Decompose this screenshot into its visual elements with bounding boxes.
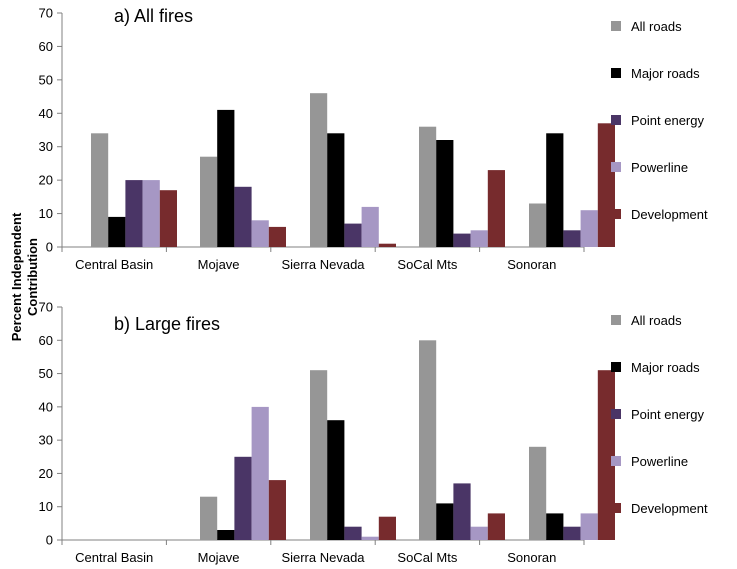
chart-panel-all-fires: a) All fires 0 10 20 30 40 50 60 70 Central Basi…: [39, 6, 708, 273]
bar: [327, 133, 345, 247]
bar: [217, 530, 235, 540]
bar: [436, 140, 454, 247]
y-tick-label: 30: [39, 139, 53, 154]
x-tick-label: Sonoran: [507, 550, 556, 565]
chart-title: b) Large fires: [114, 314, 220, 334]
legend-label: Major roads: [631, 360, 700, 375]
bar: [310, 370, 328, 540]
bar: [344, 223, 362, 247]
bar: [546, 513, 564, 540]
bar: [470, 230, 488, 247]
bar: [580, 513, 598, 540]
bar: [563, 526, 581, 540]
bar: [436, 503, 454, 540]
bar: [597, 123, 615, 247]
bar: [159, 190, 177, 247]
bar: [200, 156, 218, 247]
bar: [200, 496, 218, 540]
bar: [563, 230, 581, 247]
legend-label: Major roads: [631, 66, 700, 81]
y-tick-label: 60: [39, 39, 53, 54]
legend-label: All roads: [631, 313, 682, 328]
bar: [597, 370, 615, 540]
bar: [487, 513, 505, 540]
x-tick-label: Central Basin: [75, 257, 153, 272]
bar: [546, 133, 564, 247]
bar: [529, 203, 547, 247]
bar: [310, 93, 328, 247]
bar: [268, 480, 286, 540]
legend-label: Point energy: [631, 113, 704, 128]
y-tick-label: 40: [39, 399, 53, 414]
legend-label: Development: [631, 501, 708, 516]
bar: [108, 216, 126, 247]
legend-swatch: [611, 68, 621, 78]
y-tick-label: 70: [39, 300, 53, 315]
bar: [234, 456, 252, 540]
bar: [470, 526, 488, 540]
legend-swatch: [611, 362, 621, 372]
bar: [453, 483, 471, 540]
x-tick-label: Mojave: [198, 550, 240, 565]
bar: [91, 133, 109, 247]
bar: [580, 210, 598, 247]
bar: [142, 180, 160, 247]
y-tick-label: 10: [39, 206, 53, 221]
y-tick-label: 40: [39, 106, 53, 121]
legend-swatch: [611, 503, 621, 513]
bar: [234, 186, 252, 247]
bar: [327, 420, 345, 540]
x-tick-label: Mojave: [198, 257, 240, 272]
bar: [361, 206, 379, 247]
y-tick-label: 0: [46, 240, 53, 255]
bar: [344, 526, 362, 540]
legend-label: Point energy: [631, 407, 704, 422]
legend-swatch: [611, 115, 621, 125]
bar: [419, 340, 437, 540]
legend-swatch: [611, 21, 621, 31]
bar: [125, 180, 143, 247]
y-tick-label: 50: [39, 72, 53, 87]
legend-label: Development: [631, 207, 708, 222]
y-axis-label-line1: Percent Independent: [9, 212, 24, 341]
x-tick-label: SoCal Mts: [397, 257, 457, 272]
y-tick-label: 60: [39, 333, 53, 348]
bar: [378, 243, 396, 247]
chart-panel-large-fires: b) Large fires 0 10 20 30 40 50 60 70 Central Ba…: [39, 300, 708, 566]
legend-swatch: [611, 162, 621, 172]
bar: [251, 220, 269, 247]
bar: [419, 126, 437, 247]
y-tick-label: 0: [46, 533, 53, 548]
legend-label: All roads: [631, 19, 682, 34]
legend-swatch: [611, 456, 621, 466]
bar: [453, 233, 471, 247]
y-tick-label: 20: [39, 173, 53, 188]
x-tick-label: Sierra Nevada: [281, 257, 365, 272]
legend-label: Powerline: [631, 160, 688, 175]
bar: [361, 536, 379, 540]
y-tick-label: 70: [39, 6, 53, 21]
x-tick-label: Central Basin: [75, 550, 153, 565]
bar: [251, 406, 269, 540]
y-tick-label: 20: [39, 466, 53, 481]
x-tick-label: Sonoran: [507, 257, 556, 272]
y-tick-label: 10: [39, 499, 53, 514]
legend-label: Powerline: [631, 454, 688, 469]
legend-swatch: [611, 315, 621, 325]
bar: [487, 170, 505, 247]
x-tick-label: SoCal Mts: [397, 550, 457, 565]
bar: [529, 446, 547, 540]
bar: [378, 516, 396, 540]
y-axis-label-line2: Contribution: [25, 238, 40, 316]
bar: [217, 109, 235, 248]
y-tick-label: 30: [39, 433, 53, 448]
x-tick-label: Sierra Nevada: [281, 550, 365, 565]
legend-swatch: [611, 209, 621, 219]
legend-swatch: [611, 409, 621, 419]
bar: [268, 226, 286, 247]
y-tick-label: 50: [39, 366, 53, 381]
chart-title: a) All fires: [114, 6, 193, 26]
